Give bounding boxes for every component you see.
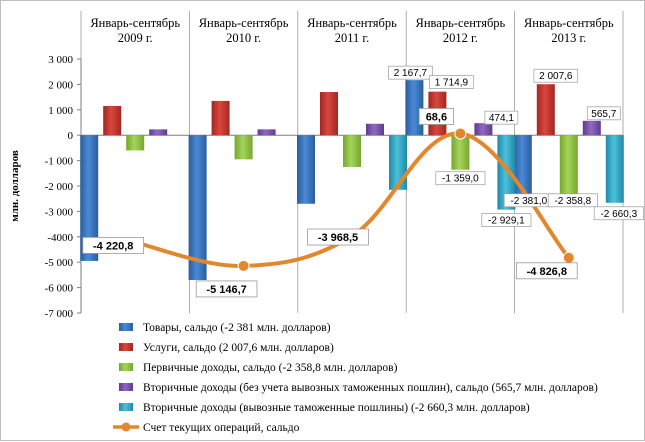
bar-value-label-box: [593, 206, 644, 221]
legend-swatch: [119, 363, 133, 371]
y-tick-label: -1 000: [45, 156, 74, 168]
legend-entry: Счет текущих операций, сальдо: [143, 422, 300, 434]
bar: [234, 135, 253, 160]
line-value-label-box: [307, 228, 369, 246]
bar-value-label-box: [388, 65, 433, 80]
bar-value-label-box: [481, 213, 532, 227]
labels-layer: 2 167,7 -2 381,0 1 714,9 2 007,6 -1 359,0 -2 …: [82, 65, 644, 298]
y-tick-label: 2 000: [48, 79, 73, 91]
line-value-label-box: [418, 108, 455, 125]
legend-entry: Товары, сальдо (-2 381 млн. долларов): [143, 322, 331, 334]
legend-entry: Вторичные доходы (вывозные таможенные по…: [143, 402, 530, 414]
bar: [149, 129, 168, 136]
bar: [451, 135, 470, 170]
y-tick-label: -3 000: [45, 206, 74, 218]
bar-value-label-box: [586, 106, 621, 121]
line-value-label: -5 146,7: [206, 284, 246, 296]
bar: [559, 135, 578, 196]
bar-value-label: -2 381,0: [510, 196, 547, 207]
period-label: Январь-сентябрь: [90, 16, 180, 30]
period-label: 2011 г.: [335, 31, 370, 45]
line-point: [454, 127, 467, 140]
bar: [605, 135, 624, 203]
bar: [103, 105, 122, 136]
y-tick-label: -2 000: [45, 181, 74, 193]
bar-value-label-box: [533, 68, 579, 83]
period-label: Январь-сентябрь: [416, 16, 506, 30]
bar-value-label: 565,7: [591, 109, 616, 120]
line-value-label: -3 968,5: [318, 232, 358, 244]
line-value-label-box: [82, 237, 145, 254]
bar-value-label: -2 929,1: [488, 216, 525, 227]
line-point: [562, 251, 575, 264]
y-tick-label: -5 000: [45, 257, 74, 269]
line-value-label: -4 220,8: [93, 240, 133, 252]
period-label: 2013 г.: [551, 31, 586, 45]
bar: [389, 135, 407, 190]
bar: [188, 135, 207, 280]
bar: [497, 135, 516, 210]
y-tick-label: -7 000: [45, 308, 74, 320]
bar-value-label: 474,1: [489, 113, 514, 124]
period-label: 2010 г.: [226, 31, 261, 45]
y-tick-label: -4000: [47, 232, 73, 244]
y-tick-label: 1 000: [48, 105, 73, 117]
bar: [257, 129, 276, 136]
bar-value-label: -2 660,3: [600, 209, 637, 220]
bar: [405, 80, 424, 136]
bar-value-label-box: [435, 171, 486, 186]
line-value-label-box: [516, 262, 578, 280]
bar-value-label: 2 007,6: [539, 71, 573, 82]
bar-value-label: -1 359,0: [442, 174, 479, 185]
bar: [536, 84, 555, 136]
bar-value-label-box: [547, 193, 598, 208]
legend-swatch: [119, 343, 133, 351]
bar: [343, 135, 361, 167]
period-label: Январь-сентябрь: [307, 16, 397, 30]
period-label: 2009 г.: [118, 31, 153, 45]
current-account-line: [133, 131, 571, 268]
y-tick-label: -6 000: [45, 283, 74, 295]
y-tick-label: 0: [68, 130, 74, 142]
y-axis-title: млн. долларов: [9, 150, 21, 222]
bar: [366, 123, 384, 136]
line-value-label: -4 826,8: [527, 266, 567, 278]
bar-value-label-box: [429, 75, 474, 89]
bar: [320, 92, 338, 136]
bar: [211, 100, 230, 136]
legend-entry: Услуги, сальдо (2 007,6 млн. долларов): [143, 342, 334, 354]
legend-swatch: [119, 403, 133, 411]
legend-entry: Вторичные доходы (без учета вывозных там…: [143, 382, 598, 394]
bar: [582, 120, 601, 136]
grid-layer: 3 000 2 000 1 000 0 -1 000 -2 000 -3 000 -4000 -…: [9, 11, 624, 320]
bar-value-label: 1 714,9: [435, 78, 469, 89]
bar: [474, 123, 493, 136]
line-value-label: 68,6: [426, 111, 447, 123]
bar: [80, 135, 99, 261]
line-value-label-box: [195, 280, 258, 298]
bar: [297, 135, 315, 204]
legend-entry: Первичные доходы, сальдо (-2 358,8 млн. …: [143, 362, 398, 374]
bar-value-label: -2 358,8: [554, 196, 591, 207]
period-label: 2012 г.: [443, 31, 478, 45]
legend-swatch: [119, 383, 133, 391]
y-tick-label: 3 000: [48, 54, 73, 66]
bar-value-label-box: [484, 110, 519, 125]
line-point: [237, 259, 250, 272]
bar: [126, 135, 145, 151]
period-label: Январь-сентябрь: [199, 16, 289, 30]
period-label: Январь-сентябрь: [524, 16, 614, 30]
legend-swatch: [119, 323, 133, 331]
bar: [513, 135, 532, 196]
bars-layer: [80, 80, 624, 280]
bar-value-label: 2 167,7: [394, 68, 428, 79]
legend: Товары, сальдо (-2 381 млн. долларов) Усл…: [113, 322, 598, 434]
legend-swatch-marker: [121, 422, 131, 432]
